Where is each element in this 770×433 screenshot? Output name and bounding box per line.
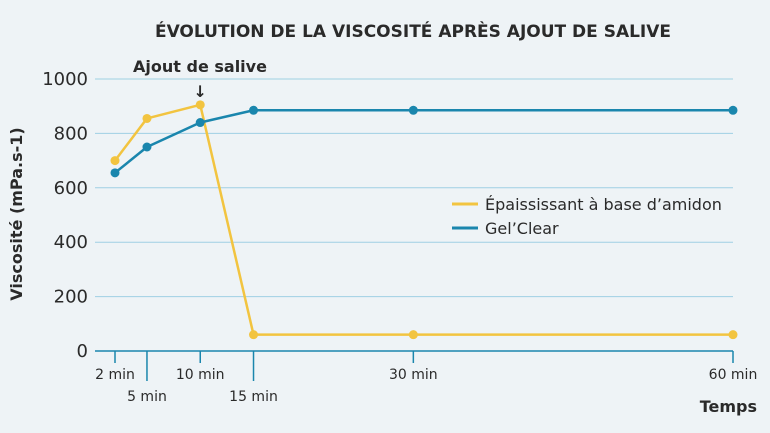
data-point <box>728 330 738 340</box>
chart-title: ÉVOLUTION DE LA VISCOSITÉ APRÈS AJOUT DE… <box>155 20 671 42</box>
data-point <box>142 142 152 152</box>
data-point <box>142 113 152 123</box>
x-tick-label: 2 min <box>95 367 135 383</box>
data-point <box>110 168 120 178</box>
annotation-arrow-icon: ↓ <box>194 82 207 101</box>
y-tick-label: 1000 <box>42 69 88 90</box>
data-point <box>195 100 205 110</box>
x-tick-label: 5 min <box>127 389 167 405</box>
x-axis-label: Temps <box>700 397 757 416</box>
x-tick-label: 10 min <box>176 367 225 383</box>
series-line-1 <box>114 109 733 174</box>
data-point <box>249 330 259 340</box>
data-point <box>408 330 418 340</box>
legend-label: Épaississant à base d’amidon <box>485 195 722 214</box>
annotation-label: Ajout de salive <box>133 57 267 76</box>
legend: Épaississant à base d’amidon Gel’Clear <box>452 195 722 238</box>
y-tick-label: 800 <box>54 123 88 144</box>
data-point <box>408 105 418 115</box>
y-ticks: 0 200 400 600 800 1000 <box>42 69 88 362</box>
data-point <box>110 156 120 166</box>
data-point <box>195 118 205 128</box>
series-line-0 <box>114 103 733 336</box>
x-tick-label: 15 min <box>229 389 278 405</box>
x-tick-label: 60 min <box>709 367 758 383</box>
y-tick-label: 200 <box>54 287 88 308</box>
y-tick-label: 400 <box>54 232 88 253</box>
grid <box>95 78 733 298</box>
y-tick-label: 0 <box>77 341 88 362</box>
y-tick-label: 600 <box>54 178 88 199</box>
data-point <box>728 105 738 115</box>
y-axis-label: Viscosité (mPa.s-1) <box>7 127 26 300</box>
data-point <box>249 105 259 115</box>
legend-label: Gel’Clear <box>485 219 559 238</box>
x-tick-label: 30 min <box>389 367 438 383</box>
series-group <box>110 100 738 340</box>
